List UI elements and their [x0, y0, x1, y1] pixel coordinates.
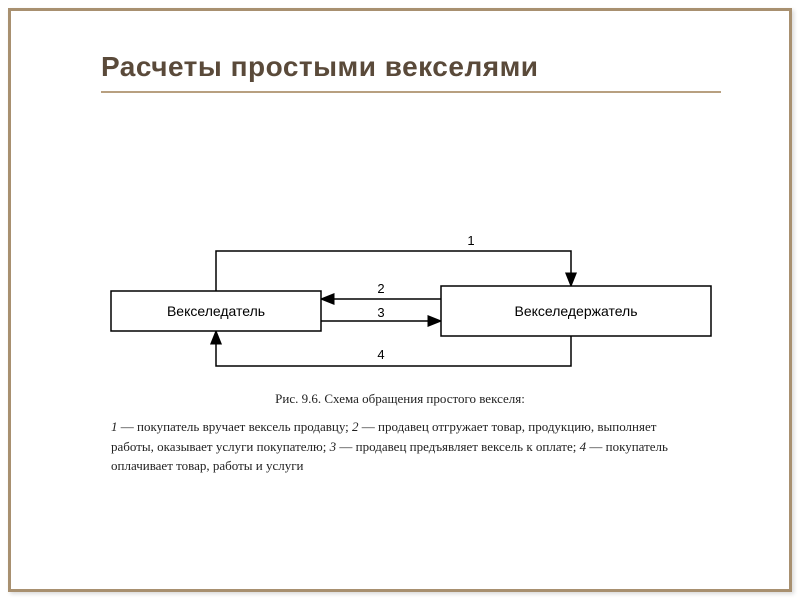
legend-sep-3: ; — [573, 439, 580, 454]
legend-sep-1: ; — [345, 419, 352, 434]
title-underline — [101, 91, 721, 93]
legend-text-1: покупатель вручает вексель продавцу — [137, 419, 345, 434]
arrow-3-label: 3 — [377, 305, 384, 320]
legend-num-2: 2 — [352, 419, 359, 434]
figure-caption: Рис. 9.6. Схема обращения простого вексе… — [101, 391, 699, 407]
arrow-1 — [216, 251, 571, 291]
slide-frame: Расчеты простыми векселями 1 4 2 — [8, 8, 792, 592]
arrow-4-label: 4 — [377, 347, 384, 362]
legend-dash-2: — — [362, 419, 378, 434]
legend-text-3: продавец предъявляет вексель к оплате — [356, 439, 573, 454]
legend-num-1: 1 — [111, 419, 118, 434]
caption-area: Рис. 9.6. Схема обращения простого вексе… — [101, 391, 699, 476]
legend-dash-1: — — [121, 419, 137, 434]
legend-dash-4: — — [589, 439, 605, 454]
legend-num-3: 3 — [330, 439, 337, 454]
legend-num-4: 4 — [580, 439, 587, 454]
legend: 1 — покупатель вручает вексель продавцу;… — [101, 417, 699, 476]
legend-sep-2: ; — [323, 439, 330, 454]
title-area: Расчеты простыми векселями — [11, 11, 789, 103]
arrow-2-label: 2 — [377, 281, 384, 296]
diagram-area: 1 4 2 3 Векселедатель Векселедержатель — [71, 231, 729, 381]
arrow-1-label: 1 — [467, 233, 474, 248]
flow-diagram: 1 4 2 3 Векселедатель Векселедержатель — [71, 231, 751, 381]
legend-dash-3: — — [339, 439, 355, 454]
node-drawer-label: Векселедатель — [167, 303, 265, 319]
node-holder-label: Векселедержатель — [515, 303, 638, 319]
page-title: Расчеты простыми векселями — [101, 51, 729, 83]
